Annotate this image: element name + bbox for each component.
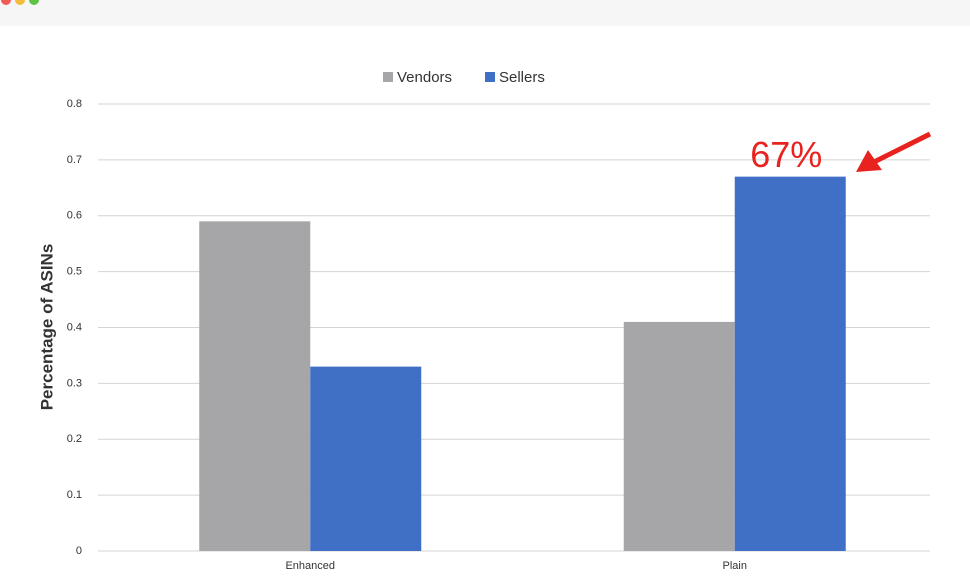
legend-label: Sellers xyxy=(499,69,545,86)
y-tick-label: 0.2 xyxy=(67,433,82,445)
window-dot xyxy=(1,0,11,5)
bar xyxy=(623,321,735,551)
y-axis-label: Percentage of ASINs xyxy=(37,244,56,411)
legend-swatch xyxy=(485,72,495,82)
legend-label: Vendors xyxy=(397,69,452,86)
arrow-shaft xyxy=(870,131,932,166)
y-tick-label: 0 xyxy=(76,545,82,557)
y-tick-label: 0.3 xyxy=(67,377,82,389)
bar xyxy=(734,176,846,551)
window-bar xyxy=(0,0,970,26)
y-tick-label: 0.1 xyxy=(67,489,82,501)
y-tick-label: 0.5 xyxy=(67,266,82,278)
arrow-head xyxy=(856,150,882,172)
y-tick-label: 0.4 xyxy=(67,321,82,333)
legend-swatch xyxy=(383,72,393,82)
x-tick-label: Plain xyxy=(723,560,747,572)
y-tick-label: 0.6 xyxy=(67,210,82,222)
annotation-arrow xyxy=(856,131,932,172)
window-dot xyxy=(15,0,25,5)
x-tick-label: Enhanced xyxy=(285,560,335,572)
value-label: 67% xyxy=(750,134,822,175)
y-tick-label: 0.8 xyxy=(67,98,82,110)
bar xyxy=(199,221,311,551)
y-tick-label: 0.7 xyxy=(67,154,82,166)
window-dot xyxy=(29,0,39,5)
bar xyxy=(310,366,422,551)
